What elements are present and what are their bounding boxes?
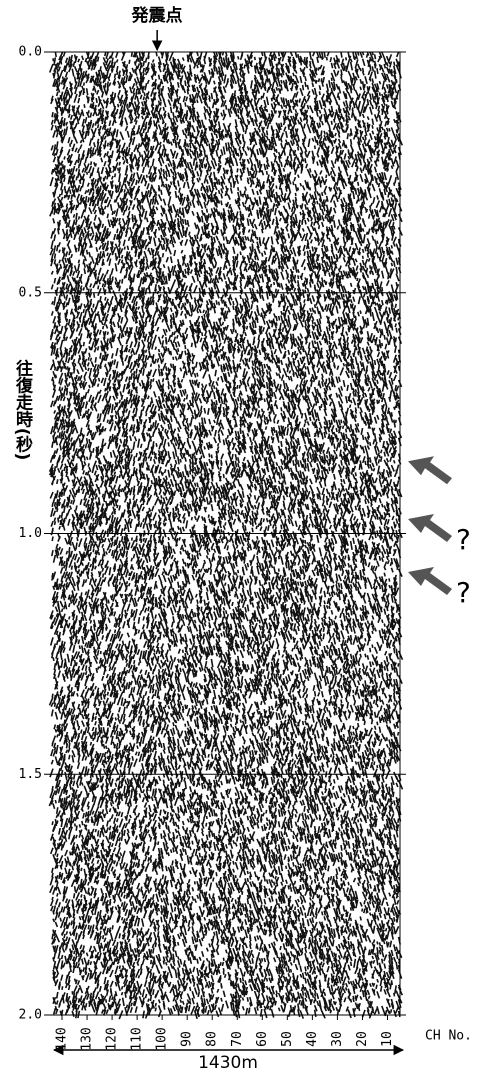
x-tick-label: 30 — [330, 1031, 345, 1047]
x-tick-label: 130 — [80, 1027, 95, 1050]
x-tick-label: 100 — [155, 1027, 170, 1050]
x-tick-label: 120 — [105, 1027, 120, 1050]
y-tick-label: 1.5 — [19, 767, 42, 782]
annotation-arrow — [408, 567, 452, 595]
x-tick-label: 20 — [355, 1031, 370, 1047]
x-tick-label: 10 — [380, 1031, 395, 1047]
y-axis-label: 往復走時(秒) — [12, 359, 34, 461]
x-tick-label: 90 — [180, 1031, 195, 1047]
annotation-arrow — [408, 456, 452, 484]
x-tick-label: 140 — [55, 1027, 70, 1050]
annotation-label: ? — [456, 576, 471, 609]
x-tick-label: 50 — [280, 1031, 295, 1047]
x-tick-label: 80 — [205, 1031, 220, 1047]
x-axis-label: CH No. — [425, 1029, 472, 1044]
seismic-texture — [49, 52, 402, 1019]
annotation-arrow — [408, 514, 452, 542]
y-tick-label: 2.0 — [19, 1008, 42, 1023]
x-tick-label: 110 — [130, 1027, 145, 1050]
seismic-chart: 発震点 往復走時(秒) CH No. 1430m 0.0 0.5 1.0 1.5 2.0… — [0, 0, 485, 1073]
scale-label: 1430m — [198, 1053, 258, 1073]
x-tick-label: 60 — [255, 1031, 270, 1047]
y-tick-label: 0.0 — [19, 45, 42, 60]
shot-point-label: 発震点 — [131, 5, 183, 26]
y-tick-label: 0.5 — [19, 285, 42, 300]
x-tick-label: 70 — [230, 1031, 245, 1047]
y-tick-label: 1.0 — [19, 526, 42, 541]
seismic-wiggles — [49, 52, 402, 1019]
annotation-label: ? — [456, 523, 471, 556]
x-tick-label: 40 — [305, 1031, 320, 1047]
